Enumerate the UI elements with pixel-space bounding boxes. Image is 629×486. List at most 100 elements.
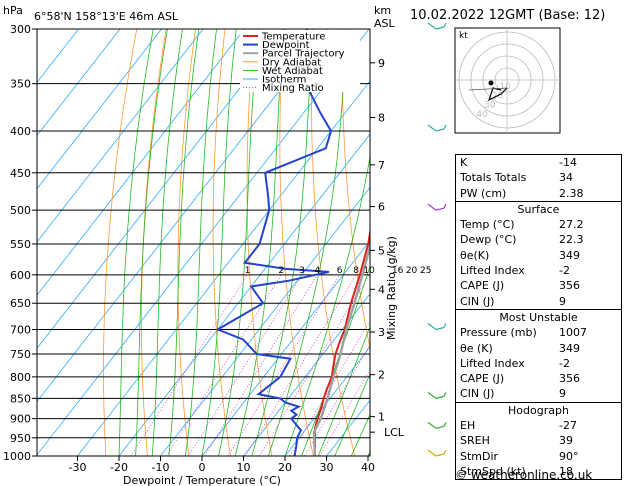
pressure-unit-label: hPa — [3, 4, 23, 17]
mixing-ratio-axis-title: Mixing Ratio (g/kg) — [385, 236, 398, 340]
index-row: Dewp (°C) 22.3 — [456, 232, 622, 247]
mixing-ratio-label: 8 — [353, 266, 359, 276]
x-axis-title: Dewpoint / Temperature (°C) — [123, 474, 281, 486]
temp-tick-label: -30 — [69, 461, 87, 474]
index-row: SREH 39 — [456, 433, 622, 448]
height-tick-label: 9 — [378, 57, 385, 70]
pressure-tick-label: 500 — [10, 204, 31, 217]
index-label: CIN (J) — [460, 294, 495, 308]
wind-barb — [427, 124, 437, 132]
wind-barb — [443, 124, 447, 130]
index-label: CAPE (J) — [460, 372, 505, 386]
indices-table: K -14 Totals Totals 34 PW (cm) 2.38 Surface Tem… — [455, 154, 622, 481]
legend-entry: Parcel Trajectory — [262, 49, 345, 60]
wind-barb — [427, 421, 437, 429]
index-value: 90° — [559, 449, 579, 463]
pressure-tick-label: 300 — [10, 23, 31, 36]
indices-panel: K -14 Totals Totals 34 PW (cm) 2.38 Surface Tem… — [455, 154, 622, 481]
pressure-tick-label: 450 — [10, 167, 31, 180]
index-row: Totals Totals 34 — [456, 170, 622, 185]
mixing-ratio-line — [227, 274, 341, 456]
legend-entry: Wet Adiabat — [262, 66, 323, 77]
hodograph-frame — [454, 27, 561, 134]
index-value: 9 — [559, 387, 566, 401]
index-label: θe(K) — [460, 248, 490, 262]
section-title: Surface — [455, 200, 622, 218]
legend-entry: Mixing Ratio — [262, 83, 324, 94]
wind-barb — [435, 26, 445, 30]
wind-barb — [443, 449, 447, 455]
plot-text: hPa 6°58'N 158°13'E 46m ASL30035040045050… — [3, 4, 432, 486]
mixing-ratio-label: 4 — [314, 266, 320, 276]
index-row: Lifted Index -2 — [456, 356, 622, 371]
index-row: CIN (J) 9 — [456, 294, 622, 310]
isotherm-line — [284, 346, 370, 456]
hodograph-ring-label: 20 — [492, 91, 504, 101]
pressure-tick-label: 850 — [10, 392, 31, 405]
height-tick-label: 7 — [378, 159, 385, 172]
temp-tick-label: 20 — [278, 461, 292, 474]
index-value: 9 — [559, 294, 566, 308]
series-parcel-trajectory — [312, 241, 370, 456]
wet-adiabat — [135, 29, 168, 456]
index-row: θe(K) 349 — [456, 248, 622, 263]
index-value: -14 — [559, 156, 577, 169]
mixing-ratio-label: 3 — [299, 266, 305, 276]
wind-barb — [427, 391, 437, 399]
mixing-ratio-label: 1 — [245, 266, 251, 276]
legend-entry: Dry Adiabat — [262, 57, 321, 68]
index-label: Dewp (°C) — [460, 233, 517, 247]
wind-barbs — [427, 22, 447, 457]
index-label: CAPE (J) — [460, 279, 505, 293]
index-row: CAPE (J) 356 — [456, 278, 622, 293]
index-value: 356 — [559, 372, 580, 386]
index-value: 349 — [559, 248, 580, 262]
isotherm-line — [37, 29, 287, 349]
plot-frame — [36, 28, 371, 457]
pressure-tick-label: 350 — [10, 78, 31, 91]
wind-barb — [443, 203, 447, 209]
height-unit-label: km — [374, 4, 391, 17]
wind-barb — [427, 22, 437, 30]
height-tick-label: 5 — [378, 244, 385, 257]
isotherm-line — [243, 293, 370, 456]
index-value: 18 — [559, 464, 573, 478]
wind-barb — [443, 323, 447, 328]
hodograph-ring-label: 30 — [484, 101, 496, 111]
pressure-tick-label: 950 — [10, 432, 31, 445]
wind-barb — [435, 326, 445, 331]
pressure-tick-label: 700 — [10, 324, 31, 337]
pressure-tick-label: 750 — [10, 348, 31, 361]
wind-barb — [435, 395, 445, 399]
index-row: StmDir 90° — [456, 449, 622, 464]
index-label: PW (cm) — [460, 186, 507, 200]
legend-entry: Dewpoint — [262, 40, 310, 51]
mixing-ratio-line — [130, 274, 248, 456]
index-row: StmSpd (kt) 18 — [456, 464, 622, 480]
copyright-footer: © weatheronline.co.uk — [455, 468, 593, 482]
index-value: -2 — [559, 356, 570, 370]
pressure-tick-label: 600 — [10, 269, 31, 282]
hodograph-ring-label: 10 — [499, 82, 511, 92]
index-row: CIN (J) 9 — [456, 386, 622, 402]
datetime-label: 10.02.2022 12GMT (Base: 12) — [410, 8, 606, 23]
mixing-ratio-label: 2 — [278, 266, 284, 276]
index-label: SREH — [460, 434, 490, 448]
isotherm-line — [37, 29, 162, 190]
isotherm-line — [37, 29, 245, 296]
mixing-ratio-line — [259, 274, 370, 456]
temp-tick-label: 30 — [320, 461, 334, 474]
temp-tick-label: 40 — [361, 461, 375, 474]
index-row: θe (K) 349 — [456, 341, 622, 356]
index-value: -27 — [559, 419, 577, 433]
series-dewpoint — [215, 29, 333, 456]
index-value: 1007 — [559, 326, 587, 340]
wind-barb — [443, 22, 447, 28]
plot-series — [215, 29, 370, 456]
temp-tick-label: 0 — [199, 461, 206, 474]
wind-barb — [435, 128, 445, 132]
index-row: Temp (°C) 27.2 — [456, 217, 622, 232]
mixing-ratio-label: 16 — [392, 266, 404, 276]
index-label: CIN (J) — [460, 387, 495, 401]
